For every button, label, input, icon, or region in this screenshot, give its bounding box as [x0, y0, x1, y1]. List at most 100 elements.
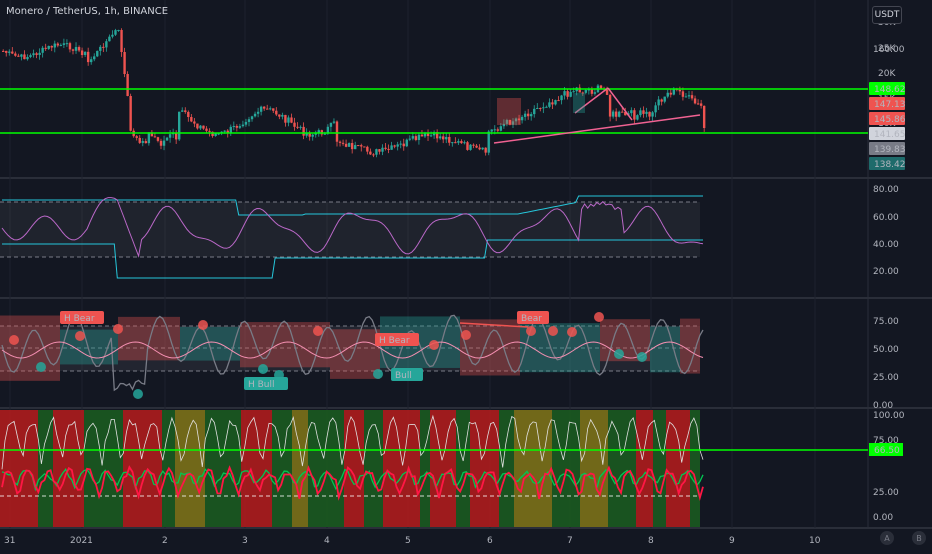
time-axis-label: 5: [405, 536, 411, 546]
candle-body: [618, 111, 621, 117]
candle-body: [681, 91, 685, 97]
bear-dot: [567, 327, 577, 337]
candle-body: [290, 117, 293, 123]
candle-body: [514, 118, 518, 122]
candle-body: [120, 30, 123, 52]
candle-body: [323, 133, 327, 135]
bear-dot: [594, 312, 604, 322]
volume-axis-tick: 25K: [878, 44, 896, 54]
rsi-axis-tick: 40.00: [873, 240, 899, 250]
price-tag: [869, 157, 905, 170]
candle-body: [387, 148, 390, 150]
candle-body: [651, 112, 654, 117]
candle-body: [77, 47, 81, 51]
candle-body: [190, 116, 193, 122]
candle-body: [393, 145, 396, 147]
rsi-axis-tick: 20.00: [873, 267, 899, 277]
candle-body: [463, 142, 466, 144]
supply-zone: [497, 98, 521, 125]
candle-body: [684, 96, 688, 98]
candle-body: [572, 91, 575, 93]
osc-bg-column: [552, 410, 580, 527]
candle-body: [8, 51, 11, 53]
candle-body: [153, 136, 157, 138]
div-axis-tick: 0.00: [873, 401, 893, 411]
candle-body: [223, 130, 226, 132]
candle-body: [645, 111, 648, 114]
candle-body: [611, 111, 615, 117]
candle-body: [457, 141, 460, 143]
div-cloud: [680, 318, 700, 374]
candle-body: [687, 95, 691, 97]
candle-body: [187, 111, 190, 117]
bear-dot: [9, 335, 19, 345]
price-tag-label: 145.86: [874, 115, 906, 125]
osc-axis-tick: 0.00: [873, 513, 893, 523]
candle-body: [517, 118, 521, 121]
candle-body: [299, 126, 302, 128]
candle-body: [542, 107, 545, 109]
candle-body: [193, 121, 196, 124]
bull-dot: [36, 362, 46, 372]
candle-body: [460, 141, 463, 144]
divergence-line: [459, 322, 529, 328]
bull-dot: [133, 389, 143, 399]
candle-body: [478, 147, 481, 150]
price-axis-tick: 160.00: [873, 45, 905, 55]
candle-body: [144, 141, 148, 144]
candle-body: [62, 43, 66, 45]
candle-body: [99, 46, 102, 51]
candle-body: [666, 92, 669, 97]
candle-body: [184, 110, 187, 112]
candle-body: [545, 106, 548, 108]
candle-body: [414, 136, 418, 140]
divergence-label: H Bear: [379, 336, 410, 346]
price-tag-label: 147.13: [874, 100, 906, 110]
candle-body: [390, 145, 393, 150]
candle-body: [135, 136, 138, 138]
candle-body: [423, 133, 427, 137]
candle-body: [138, 137, 141, 143]
candle-body: [563, 91, 566, 96]
candle-body: [259, 106, 263, 112]
candle-body: [111, 34, 114, 37]
osc-bg-column: [580, 410, 608, 527]
candle-body: [47, 45, 50, 49]
currency-button[interactable]: USDT: [872, 6, 902, 24]
bear-dot: [526, 326, 536, 336]
osc-bg-column: [364, 410, 383, 527]
candle-body: [426, 133, 430, 137]
time-axis-label: 10: [809, 536, 821, 546]
candle-body: [123, 52, 126, 74]
log-scale-button[interactable]: B: [912, 531, 926, 545]
candle-body: [168, 134, 172, 138]
time-axis-label: 9: [729, 536, 735, 546]
osc-green-line: [1, 468, 704, 492]
candle-body: [445, 136, 448, 140]
candle-body: [435, 132, 439, 139]
auto-scale-button[interactable]: A: [880, 531, 894, 545]
candle-body: [311, 134, 314, 137]
candle-body: [178, 111, 181, 140]
candle-body: [2, 50, 5, 52]
candle-body: [93, 56, 96, 60]
candle-body: [490, 129, 493, 132]
candle-body: [466, 142, 469, 150]
candle-body: [147, 132, 151, 144]
candle-body: [484, 147, 487, 153]
candle-body: [375, 149, 378, 155]
bull-dot: [258, 364, 268, 374]
bull-dot: [373, 369, 383, 379]
candle-body: [599, 85, 603, 89]
price-candles: [2, 28, 706, 158]
divergence-label-box: [375, 333, 419, 346]
div-osc-line: [1, 314, 704, 392]
candle-body: [26, 56, 29, 60]
candle-body: [159, 140, 163, 146]
candle-body: [117, 30, 120, 31]
candle-body: [557, 100, 560, 102]
candle-body: [520, 116, 524, 121]
candle-body: [363, 146, 366, 148]
candle-body: [56, 43, 60, 46]
